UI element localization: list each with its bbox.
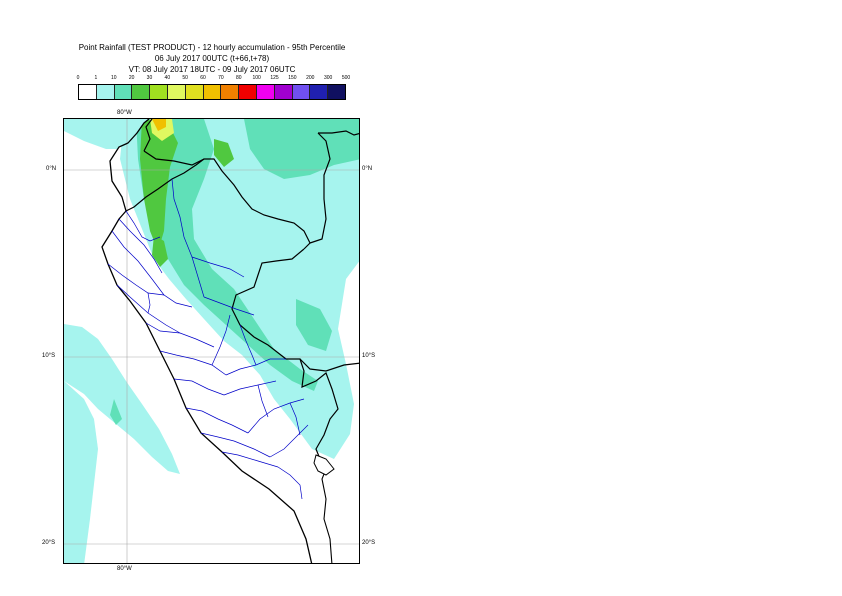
border-peru-brazil — [231, 248, 339, 470]
rainfall-map — [64, 119, 359, 563]
land-rain-area-moderate-amazon — [296, 299, 332, 351]
legend-color-bar — [78, 84, 346, 100]
border-colombia-venezuela — [318, 130, 359, 136]
legend-tick-label: 70 — [218, 75, 224, 81]
land-rain-area-moderate — [136, 119, 318, 391]
legend-tick-label: 20 — [128, 75, 135, 81]
border-brazil-bolivia — [299, 358, 359, 372]
lat-label-0n-left: 0°N — [46, 166, 57, 172]
rainfall-legend: 0 1 10 20 30 40 50 60 70 80 100 125 150 200 300 500 — [76, 75, 350, 103]
legend-swatch — [185, 85, 204, 99]
ocean-rain-streak — [106, 381, 120, 411]
legend-tick-label: 10 — [110, 75, 117, 81]
land-rain-area-moderate-ne — [244, 119, 359, 179]
border-north — [143, 119, 153, 152]
legend-tick-label: 300 — [323, 75, 333, 81]
validity-time: VT: 08 July 2017 18UTC - 09 July 2017 06… — [128, 65, 296, 74]
coastline — [101, 119, 313, 563]
legend-swatch — [132, 85, 151, 99]
border-colombia-brazil — [309, 132, 331, 244]
base-time: 06 July 2017 00UTC (t+66,t+78) — [154, 54, 270, 63]
legend-swatch — [328, 85, 345, 99]
ocean-rain-streak-2 — [110, 399, 122, 425]
legend-swatch — [167, 85, 186, 99]
legend-tick-label: 80 — [236, 75, 242, 81]
lat-label-10s-right: 10°S — [362, 353, 376, 359]
map-frame — [63, 118, 360, 564]
lon-label-bottom: 80°W — [117, 566, 132, 572]
lake-titicaca — [313, 454, 335, 476]
legend-swatch — [221, 85, 240, 99]
legend-swatch — [239, 85, 257, 99]
product-title: Point Rainfall (TEST PRODUCT) - 12 hourl… — [78, 43, 346, 52]
lat-label-0n-right: 0°N — [362, 166, 373, 172]
legend-swatch — [256, 85, 275, 99]
map-title-block: Point Rainfall (TEST PRODUCT) - 12 hourl… — [0, 42, 424, 75]
lat-label-10s-left: 10°S — [42, 353, 56, 359]
ocean-rain-area-southwest — [64, 381, 98, 563]
legend-tick-label: 150 — [288, 75, 297, 81]
legend-tick-label: 0 — [76, 75, 80, 81]
legend-tick-label: 100 — [252, 75, 261, 81]
legend-swatch — [150, 85, 168, 99]
lat-label-20s-right: 20°S — [362, 540, 376, 546]
legend-tick-label: 125 — [270, 75, 279, 81]
border-bolivia-chile — [321, 468, 333, 563]
ocean-rain-area-nw — [64, 119, 149, 149]
legend-tick-label: 50 — [182, 75, 188, 81]
legend-swatch — [310, 85, 329, 99]
land-rain-area-very-intense — [152, 119, 166, 131]
land-rain-area-heavy — [140, 119, 178, 251]
lat-label-20s-left: 20°S — [42, 540, 56, 546]
legend-swatch — [96, 85, 115, 99]
legend-swatch — [114, 85, 133, 99]
legend-tick-label: 30 — [146, 75, 153, 81]
border-colombia-peru — [143, 150, 205, 166]
region-borders — [107, 178, 309, 500]
legend-tick-label: 1 — [94, 75, 98, 81]
land-rain-area-heavy-3 — [214, 139, 234, 167]
ocean-rain-area-west — [64, 324, 180, 474]
legend-swatch — [274, 85, 293, 99]
legend-tick-label: 60 — [200, 75, 206, 81]
lon-label-top: 80°W — [117, 110, 132, 116]
border-ecuador-peru — [125, 158, 311, 250]
land-rain-area-heavy-2 — [152, 235, 168, 267]
legend-tick-label: 500 — [341, 75, 351, 81]
legend-swatch — [292, 85, 311, 99]
legend-swatch — [203, 85, 222, 99]
legend-swatch — [79, 85, 97, 99]
legend-tick-label: 200 — [306, 75, 315, 81]
legend-tick-label: 40 — [164, 75, 171, 81]
